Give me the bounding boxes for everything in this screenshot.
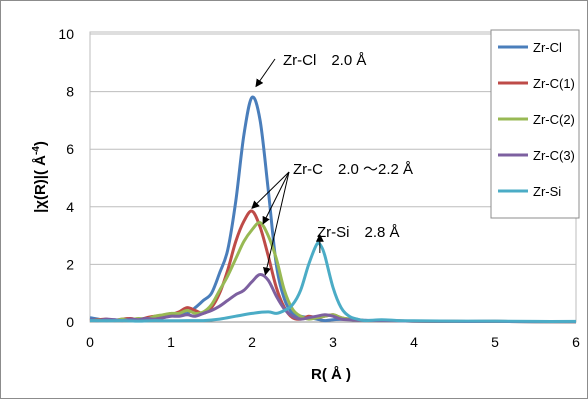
x-axis-title: R( Å )	[311, 366, 351, 383]
x-tick-label: 5	[491, 334, 499, 350]
x-tick-label: 0	[86, 334, 94, 350]
y-tick-label: 8	[66, 84, 74, 100]
legend-label: Zr-C(2)	[533, 112, 575, 127]
annotation-arrow	[262, 171, 290, 225]
y-tick-label: 0	[66, 314, 74, 330]
y-axis-title-close: )	[32, 141, 49, 146]
legend: Zr-Cl Zr-C(1) Zr-C(2) Zr-C(3) Zr-Si	[490, 29, 580, 219]
y-tick-label: 2	[66, 256, 74, 272]
y-axis-title: |χ(R)|( Å-4)	[31, 141, 49, 213]
legend-label: Zr-C(1)	[533, 76, 575, 91]
annotations: Zr-Cl 2.0 Å Zr-C 2.0 ～2.2 Å Zr-Si 2.8 Å	[251, 52, 413, 276]
y-tick-label: 6	[66, 141, 74, 157]
x-tick-label: 2	[248, 334, 256, 350]
x-tick-label: 1	[167, 334, 175, 350]
annotation-label: Zr-Cl 2.0 Å	[283, 52, 366, 69]
annotation-arrow	[255, 58, 276, 88]
annotation-label: Zr-C 2.0 ～2.2 Å	[293, 161, 413, 178]
annotation-label: Zr-Si 2.8 Å	[317, 224, 400, 241]
series-line-4	[89, 241, 577, 323]
y-axis-title-exponent: -4	[31, 146, 42, 155]
legend-label: Zr-C(3)	[533, 148, 575, 163]
y-tick-label: 10	[58, 26, 74, 42]
x-tick-label: 3	[329, 334, 337, 350]
legend-label: Zr-Cl	[533, 40, 562, 55]
x-tick-label: 4	[410, 334, 418, 350]
y-axis-title-main: |χ(R)|( Å	[32, 155, 49, 213]
x-tick-label: 6	[572, 334, 580, 350]
tick-labels: 0 2 4 6 8 10 0 1 2 3 4 5 6	[58, 26, 580, 350]
annotation-arrow	[263, 171, 290, 276]
series-line-3	[89, 272, 577, 324]
y-tick-label: 4	[66, 199, 74, 215]
legend-label: Zr-Si	[533, 184, 561, 199]
annotation-arrow	[251, 171, 290, 209]
legend-box	[490, 29, 580, 219]
series-lines	[89, 95, 577, 324]
